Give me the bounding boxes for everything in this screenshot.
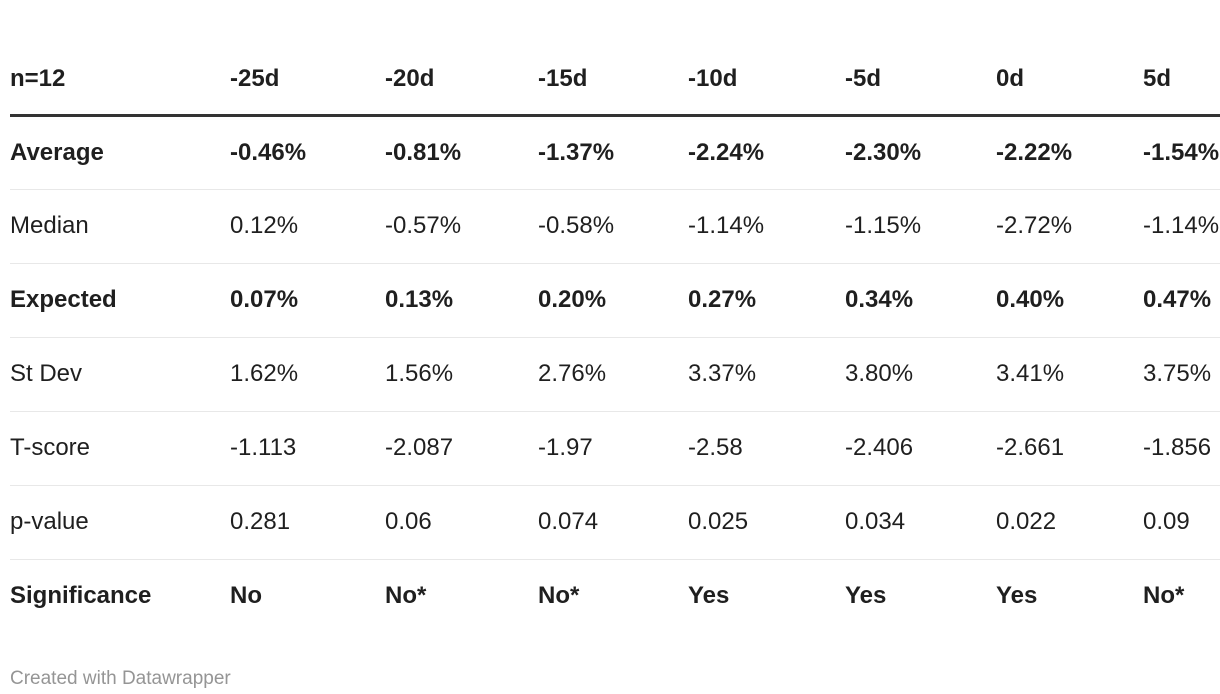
- cell-value: -0.57%: [385, 189, 538, 264]
- cell-value: Yes: [845, 582, 887, 610]
- cell-value: -2.30%: [845, 115, 996, 190]
- cell-value: Yes: [996, 582, 1038, 610]
- cell-value: -1.113: [230, 411, 385, 486]
- table-clip: n=12 -25d -20d -15d -10d -5d 0d 5d Average -0.46…: [10, 0, 1220, 634]
- cell-value: 0.47%: [1143, 263, 1220, 338]
- cell-value: 0.27%: [688, 263, 845, 338]
- cell-value: 0.12%: [230, 189, 385, 264]
- column-header: -10d: [688, 0, 845, 117]
- cell-value: -2.58: [688, 411, 845, 486]
- row-label: Median: [10, 189, 230, 264]
- cell-value: 3.75%: [1143, 337, 1220, 412]
- column-header: -20d: [385, 0, 538, 117]
- cell-value: No*: [385, 582, 427, 610]
- cell-value: 0.20%: [538, 263, 688, 338]
- cell-value: -2.24%: [688, 115, 845, 190]
- cell-value: 0.034: [845, 485, 996, 560]
- datawrapper-credit-link[interactable]: Created with Datawrapper: [10, 667, 231, 689]
- column-header: -15d: [538, 0, 688, 117]
- column-header: 0d: [996, 0, 1143, 117]
- row-label: p-value: [10, 485, 230, 560]
- table-row: Average -0.46% -0.81% -1.37% -2.24% -2.30% -2.…: [10, 115, 1220, 190]
- cell-value: -1.15%: [845, 189, 996, 264]
- header-row: n=12 -25d -20d -15d -10d -5d 0d 5d: [10, 0, 1220, 117]
- cell-value: Yes: [688, 582, 730, 610]
- cell-value: -2.661: [996, 411, 1143, 486]
- row-label: T-score: [10, 411, 230, 486]
- table-row: Significance No No* No* Yes Yes Yes No*: [10, 560, 1220, 634]
- cell-value: 1.62%: [230, 337, 385, 412]
- cell-value: 0.40%: [996, 263, 1143, 338]
- cell-value: 0.025: [688, 485, 845, 560]
- cell-value: 3.37%: [688, 337, 845, 412]
- cell-value: -2.087: [385, 411, 538, 486]
- cell-value: 3.80%: [845, 337, 996, 412]
- cell-value: No*: [1143, 582, 1185, 610]
- cell-value: 0.022: [996, 485, 1143, 560]
- table-row: Expected 0.07% 0.13% 0.20% 0.27% 0.34% 0.40% 0.…: [10, 263, 1220, 338]
- cell-value: No: [230, 582, 262, 610]
- cell-value: 0.281: [230, 485, 385, 560]
- cell-value: No*: [538, 582, 580, 610]
- statistics-table: n=12 -25d -20d -15d -10d -5d 0d 5d Average -0.46…: [10, 0, 1220, 634]
- cell-value: -1.856: [1143, 411, 1220, 486]
- cell-value: 3.41%: [996, 337, 1143, 412]
- cell-value: 0.13%: [385, 263, 538, 338]
- cell-value: -1.97: [538, 411, 688, 486]
- cell-value: -2.72%: [996, 189, 1143, 264]
- column-header: -25d: [230, 0, 385, 117]
- column-header: -5d: [845, 0, 996, 117]
- cell-value: -0.58%: [538, 189, 688, 264]
- table-row: St Dev 1.62% 1.56% 2.76% 3.37% 3.80% 3.41% 3.75…: [10, 337, 1220, 412]
- table-row: T-score -1.113 -2.087 -1.97 -2.58 -2.406 -2.66…: [10, 411, 1220, 486]
- cell-value: -1.37%: [538, 115, 688, 190]
- row-label: Average: [10, 115, 230, 190]
- cell-value: 0.074: [538, 485, 688, 560]
- row-label: Significance: [10, 582, 152, 610]
- row-label: Expected: [10, 263, 230, 338]
- table-header: n=12 -25d -20d -15d -10d -5d 0d 5d: [10, 0, 1220, 117]
- table-row: Median 0.12% -0.57% -0.58% -1.14% -1.15% -2.72…: [10, 189, 1220, 264]
- cell-value: -2.22%: [996, 115, 1143, 190]
- cell-value: 1.56%: [385, 337, 538, 412]
- column-header: 5d: [1143, 0, 1220, 117]
- cell-value: -1.14%: [688, 189, 845, 264]
- cell-value: 0.09: [1143, 485, 1220, 560]
- cell-value: -0.81%: [385, 115, 538, 190]
- table-body: Average -0.46% -0.81% -1.37% -2.24% -2.30% -2.…: [10, 115, 1220, 634]
- cell-value: -0.46%: [230, 115, 385, 190]
- cell-value: 0.34%: [845, 263, 996, 338]
- sample-size-header: n=12: [10, 0, 230, 117]
- cell-value: -2.406: [845, 411, 996, 486]
- cell-value: 0.06: [385, 485, 538, 560]
- cell-value: 2.76%: [538, 337, 688, 412]
- row-label: St Dev: [10, 337, 230, 412]
- cell-value: -1.54%: [1143, 115, 1220, 190]
- cell-value: 0.07%: [230, 263, 385, 338]
- table-row: p-value 0.281 0.06 0.074 0.025 0.034 0.022 0.09: [10, 485, 1220, 560]
- cell-value: -1.14%: [1143, 189, 1220, 264]
